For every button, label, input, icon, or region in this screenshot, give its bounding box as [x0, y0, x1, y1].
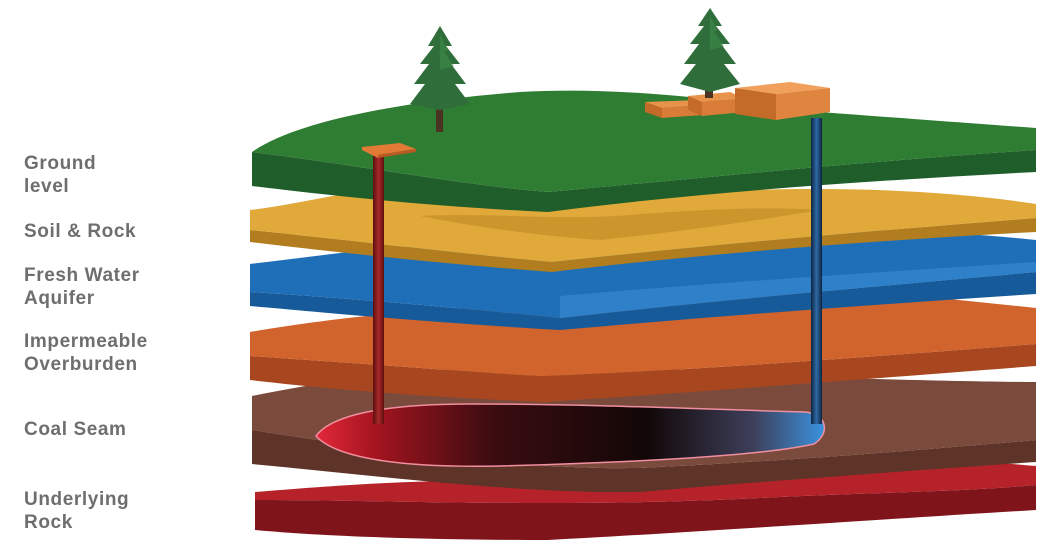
label-coal-seam-line-1: Coal Seam — [24, 419, 127, 440]
label-ground-level: Ground level — [24, 152, 96, 198]
pine-tree-icon — [680, 8, 740, 98]
label-overburden-line-1: Impermeable — [24, 331, 148, 352]
label-underlying-line-2: Rock — [24, 512, 73, 533]
soil-rock-side — [250, 218, 1036, 272]
aquifer-highlight — [560, 262, 1036, 318]
label-fresh-water-aquifer: Fresh Water Aquifer — [24, 264, 140, 310]
label-ground-level-line-2: level — [24, 176, 70, 197]
ground-level-layer — [252, 90, 1036, 212]
label-ground-level-line-1: Ground — [24, 153, 97, 174]
label-soil-rock: Soil & Rock — [24, 220, 136, 243]
underlying-rock-side — [255, 485, 1036, 540]
production-well-pipe — [811, 118, 822, 424]
ground-side — [252, 150, 1036, 212]
injection-well — [362, 143, 416, 424]
overburden-side — [250, 344, 1036, 402]
label-aquifer-line-1: Fresh Water — [24, 265, 140, 286]
aquifer-side — [250, 272, 1036, 330]
label-coal-seam: Coal Seam — [24, 418, 127, 441]
coal-cavity — [315, 403, 825, 467]
production-facility-icon — [645, 82, 830, 120]
production-well — [811, 118, 822, 424]
injection-well-pipe — [373, 154, 384, 424]
label-impermeable-overburden: Impermeable Overburden — [24, 330, 148, 376]
label-underlying-line-1: Underlying — [24, 489, 130, 510]
label-aquifer-line-2: Aquifer — [24, 288, 95, 309]
injection-wellhead-icon — [362, 143, 416, 158]
soil-rock-shade — [420, 208, 820, 240]
ground-top — [252, 90, 1036, 192]
label-overburden-line-2: Overburden — [24, 354, 138, 375]
coal-seam-side — [252, 430, 1036, 493]
pine-tree-icon — [410, 26, 470, 132]
label-soil-rock-line-1: Soil & Rock — [24, 221, 137, 242]
soil-rock-layer — [250, 189, 1036, 272]
label-underlying-rock: Underlying Rock — [24, 488, 129, 534]
